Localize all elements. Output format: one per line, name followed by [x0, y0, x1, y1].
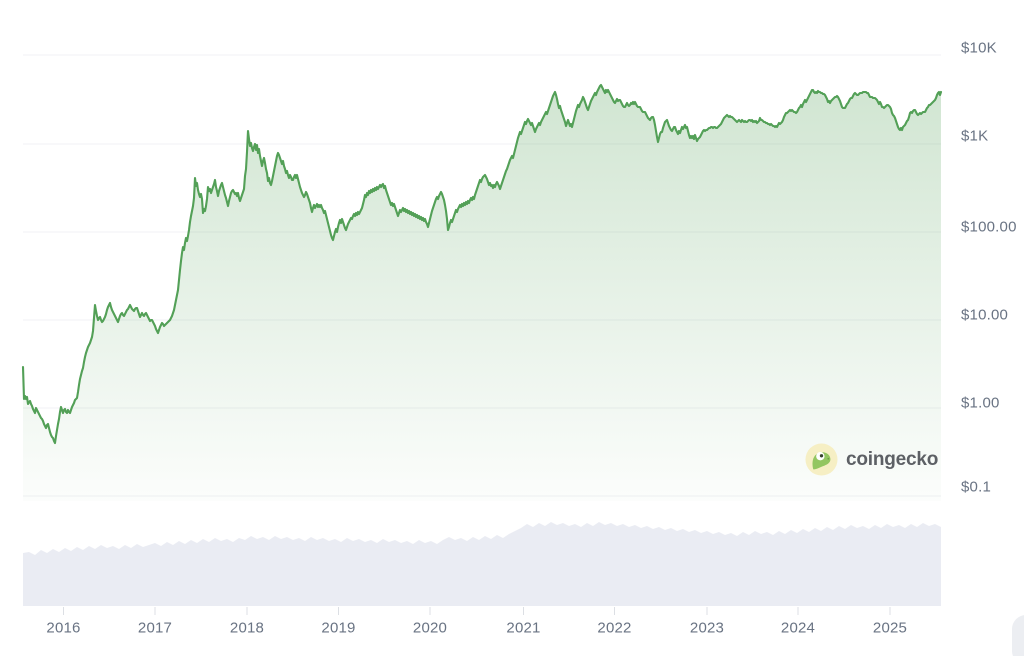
- y-axis-label: $0.1: [961, 478, 991, 496]
- coingecko-logo-icon: [805, 443, 838, 476]
- price-area-fill: [23, 85, 941, 501]
- y-axis-label: $1.00: [961, 394, 1000, 412]
- x-axis-label: 2016: [46, 619, 81, 637]
- y-axis-label: $100.00: [961, 218, 1017, 236]
- coingecko-watermark: coingecko: [805, 443, 938, 476]
- y-axis-label: $10K: [961, 39, 997, 57]
- y-axis-label: $10.00: [961, 306, 1009, 324]
- x-axis-label: 2017: [137, 619, 173, 637]
- x-axis-label: 2022: [597, 619, 632, 637]
- x-axis-label: 2018: [229, 619, 265, 637]
- x-axis-label: 2019: [321, 619, 356, 637]
- scrollbar-thumb[interactable]: [1012, 615, 1024, 656]
- x-axis-label: 2021: [506, 619, 541, 637]
- coingecko-watermark-label: coingecko: [846, 448, 939, 470]
- y-axis-label: $1K: [961, 127, 989, 145]
- price-line: [21, 83, 943, 445]
- x-axis-label: 2023: [689, 619, 725, 637]
- x-axis-label: 2020: [412, 619, 448, 637]
- x-axis-label: 2024: [780, 619, 816, 637]
- x-axis-label: 2025: [872, 619, 908, 637]
- volume-area: [23, 522, 941, 606]
